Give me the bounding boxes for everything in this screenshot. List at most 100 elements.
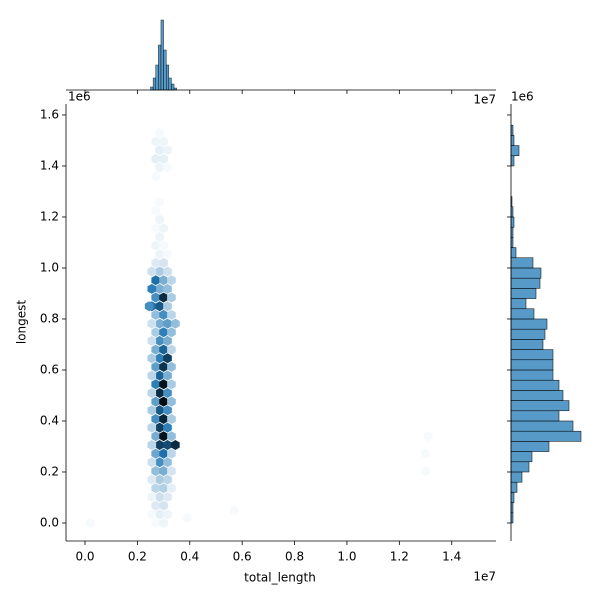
histogram-bar [150,86,154,91]
hexbin [151,240,161,251]
hexbin [151,153,161,164]
histogram-bar [510,451,533,463]
x-offset: 1e7 [473,570,496,584]
hexbin [151,483,161,494]
hexbin [163,387,172,398]
hexbin [167,448,176,459]
hexbin [159,413,168,424]
hexbin [147,353,157,364]
hexbin [147,318,157,329]
hexbin [229,505,239,516]
hexbin [147,509,157,520]
y-tick-label: 0.0 [40,515,59,529]
hexbin [151,518,161,528]
hexbin [147,335,157,346]
hexbin [167,292,176,303]
hexbin [423,431,433,442]
hexbin [151,361,161,372]
x-offset: 1e7 [473,93,496,107]
hexbin [151,500,161,511]
histogram-bar [510,328,546,340]
histogram-bar [155,64,159,91]
hexbin [155,283,164,294]
histogram-bar [510,481,518,493]
hexbin [159,257,168,268]
hexbin [151,465,161,476]
hexbin [167,413,176,424]
x-tick-label: 0.6 [233,550,252,564]
hexbin [155,353,164,364]
hexbin [171,439,180,450]
hexbin [151,448,161,459]
hexbin [155,214,164,225]
hexbin [163,249,172,260]
hexbin [147,370,157,381]
y-tick-label: 0.4 [40,413,59,427]
hexbin [167,396,176,407]
hexbin [155,318,164,329]
hexbin [421,465,430,476]
hexbin [167,379,176,390]
hexbin [151,136,161,147]
hexbin [147,422,157,433]
histogram-bar [510,298,527,310]
hexbin [163,266,172,277]
x-tick-label: 1.4 [442,550,461,564]
hexbin [163,283,172,294]
hexbin [147,474,157,485]
hexbin [167,431,176,442]
hexbin [159,518,168,528]
hexbin [147,387,157,398]
hexbin [155,457,164,468]
hexbin [151,275,161,286]
hexbin [147,266,157,277]
histogram-bar [510,288,537,299]
hexbin [159,240,168,251]
hexbin [151,205,161,216]
hexbin [163,162,172,173]
histogram-bar [510,308,535,320]
hexbin [155,474,164,485]
hexbin [159,275,168,286]
hexbin [155,509,164,520]
histogram-bar [510,461,530,473]
hexbin [151,292,161,303]
y-offset: 1e6 [511,90,534,104]
hexbin [163,474,172,485]
x-axis-label: total_length [244,571,316,585]
hexbin [155,301,164,312]
y-tick-label: 1.0 [40,260,59,274]
y-tick-label: 1.4 [40,158,59,172]
hexbin [151,344,161,355]
histogram-bar [171,83,175,91]
hexbin [163,301,172,312]
histogram-bar [510,349,554,361]
hexbin [163,491,172,502]
x-tick-label: 0.8 [285,550,304,564]
hexbin [151,171,161,182]
hexbin [155,145,164,156]
hexbin [167,361,176,372]
hexbin [163,335,172,346]
hexbin [159,396,168,407]
histogram-bar [510,155,515,167]
hexbin [167,483,176,494]
histogram-bar [168,77,172,91]
hexbin [159,448,168,459]
hexbin [159,483,168,494]
hexbin [171,318,180,329]
hexbin [167,465,176,476]
hexbin [147,491,157,502]
hexbin [159,361,168,372]
hexbin [155,387,164,398]
hexbin [159,223,168,234]
hexbin [167,275,176,286]
hexbin [163,509,172,520]
hexbin [85,518,95,528]
hexbin [159,136,168,147]
histogram-bar [510,410,560,422]
histogram-bar [510,247,517,259]
hexbin [159,500,168,511]
hexbin [151,431,161,442]
